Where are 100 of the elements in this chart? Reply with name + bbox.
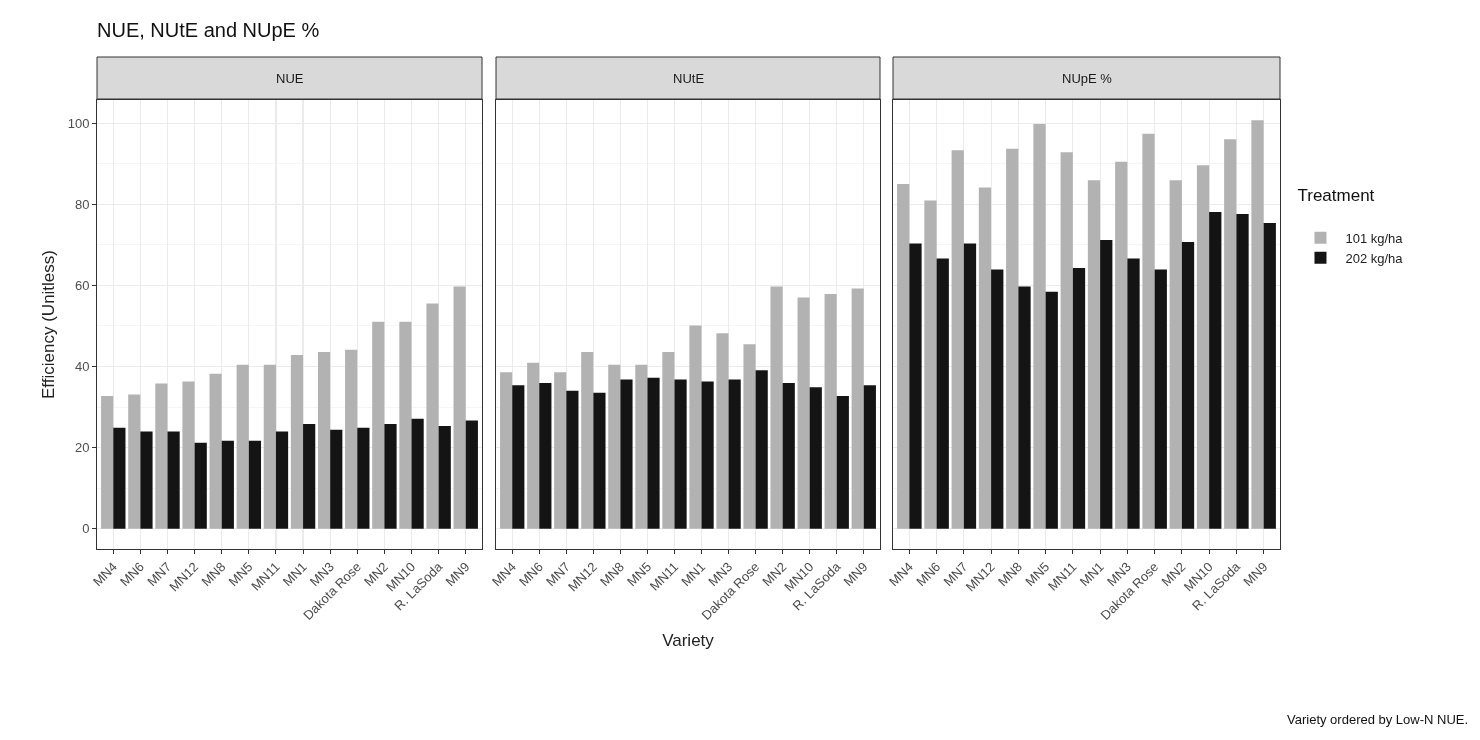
bar <box>1169 180 1182 529</box>
bar <box>411 418 424 529</box>
bar <box>593 392 606 529</box>
bar <box>809 387 822 529</box>
chart-subtitle: NUpE % <box>1062 71 1113 86</box>
bar <box>248 440 262 529</box>
y-tick-label: 20 <box>74 440 90 456</box>
bar <box>372 321 385 529</box>
bar <box>909 243 922 529</box>
y-tick-label: 0 <box>82 521 90 537</box>
bar <box>1072 267 1086 529</box>
bar <box>797 297 810 529</box>
bar <box>182 381 195 529</box>
legend-title: Treatment <box>1297 185 1375 205</box>
bar <box>1033 123 1046 529</box>
legend-label: 101 kg/ha <box>1345 230 1404 246</box>
y-tick-label: 40 <box>74 359 90 375</box>
bar <box>113 427 126 529</box>
bar <box>620 379 633 529</box>
bar <box>1115 161 1128 529</box>
bar <box>128 394 141 529</box>
bar <box>1060 152 1073 529</box>
bar <box>290 355 304 529</box>
bar <box>824 293 837 529</box>
bar <box>101 396 114 529</box>
bar <box>330 429 343 529</box>
bar <box>426 303 439 529</box>
bar <box>1154 269 1167 529</box>
bar <box>689 325 702 529</box>
bar <box>836 396 849 529</box>
bar <box>1006 148 1019 529</box>
bar <box>209 373 222 529</box>
bar <box>755 370 768 529</box>
y-axis-title: Efficiency (Unitless) <box>39 250 59 399</box>
bar <box>951 150 964 529</box>
bar <box>554 372 567 529</box>
bar <box>647 377 660 529</box>
y-tick-label: 80 <box>74 196 90 212</box>
bar <box>635 364 648 529</box>
bar <box>345 349 358 529</box>
bar <box>263 364 276 529</box>
bar <box>155 383 168 529</box>
bar <box>500 372 513 529</box>
bar <box>303 424 316 529</box>
bar <box>194 442 207 529</box>
y-tick-label: 60 <box>74 277 90 293</box>
bar <box>1045 291 1058 529</box>
bar <box>566 390 579 529</box>
bar <box>465 420 478 529</box>
bar <box>236 364 249 529</box>
bar <box>167 431 180 529</box>
bar <box>527 362 540 529</box>
bar <box>438 426 451 529</box>
bar <box>978 187 992 529</box>
bar <box>399 321 412 529</box>
bar <box>539 383 552 529</box>
bar <box>1263 222 1276 529</box>
bar <box>897 183 910 529</box>
bar <box>1251 120 1264 529</box>
y-tick-label: 100 <box>67 115 90 131</box>
bar <box>782 383 795 529</box>
chart-subtitle: NUtE <box>673 71 705 86</box>
bar <box>1196 165 1210 529</box>
bar <box>728 379 741 529</box>
chart-subtitle: NUE <box>276 71 304 86</box>
bar <box>1018 286 1031 529</box>
bar <box>1209 211 1222 529</box>
x-axis-title: Variety <box>662 631 715 651</box>
bar <box>674 379 687 529</box>
bar <box>1236 213 1249 529</box>
bar <box>608 364 621 529</box>
bar <box>743 344 756 529</box>
bar <box>1142 133 1155 529</box>
bar <box>581 351 594 529</box>
bar <box>384 424 397 529</box>
bar <box>453 286 466 529</box>
bar <box>963 243 977 529</box>
bar <box>924 200 937 529</box>
bar <box>716 333 729 529</box>
bar <box>1087 180 1101 529</box>
bar <box>1224 139 1237 529</box>
chart-title: NUE, NUtE and NUpE % <box>97 19 320 41</box>
text: Variety ordered by Low-N NUE. <box>1287 712 1469 727</box>
bar <box>701 381 714 529</box>
bar <box>1100 239 1113 529</box>
bar <box>991 269 1004 529</box>
bar <box>357 427 370 529</box>
bar <box>863 385 876 529</box>
bar <box>770 286 783 529</box>
bar <box>221 440 234 529</box>
bar <box>275 431 289 529</box>
bar <box>662 351 675 529</box>
bar <box>1181 241 1195 529</box>
bar <box>317 351 331 529</box>
legend-label: 202 kg/ha <box>1345 250 1404 266</box>
bar <box>851 288 864 529</box>
bar <box>512 385 525 529</box>
bar <box>1127 258 1140 529</box>
bar <box>140 431 153 529</box>
bar <box>936 258 949 529</box>
